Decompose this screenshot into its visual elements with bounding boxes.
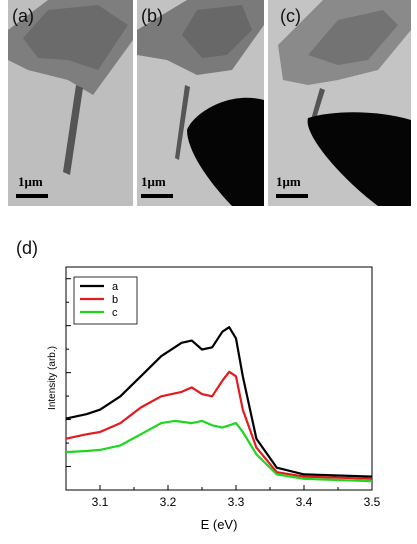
x-tick-label: 3.5 bbox=[364, 495, 381, 509]
micrograph-panel-a: (a) 1μm bbox=[8, 0, 133, 206]
y-axis-label: Intensity (arb.) bbox=[47, 346, 58, 410]
axis-ticks: 3.1 3.2 3.3 3.4 3.5 bbox=[65, 278, 381, 509]
legend-box bbox=[73, 276, 138, 325]
legend-label-c: c bbox=[112, 307, 118, 319]
legend-label-a: a bbox=[112, 281, 119, 293]
panel-label-a: (a) bbox=[12, 6, 34, 26]
micrograph-c-image bbox=[268, 0, 411, 206]
x-tick-label: 3.2 bbox=[160, 495, 177, 509]
x-axis-label: E (eV) bbox=[201, 517, 238, 532]
scale-bar-b bbox=[141, 194, 173, 198]
scale-label-a: 1μm bbox=[18, 174, 43, 189]
legend: abc bbox=[73, 276, 138, 325]
micrograph-a-image bbox=[8, 0, 133, 206]
plot-frame bbox=[65, 266, 373, 491]
micrograph-panel-b: (b) 1μm bbox=[137, 0, 264, 206]
legend-label-b: b bbox=[112, 294, 118, 306]
scale-label-c: 1μm bbox=[276, 174, 301, 189]
scale-bar-c bbox=[276, 194, 308, 198]
panel-label-d: (d) bbox=[16, 238, 38, 258]
scale-bar-a bbox=[16, 194, 48, 198]
x-tick-label: 3.3 bbox=[228, 495, 245, 509]
series-lines bbox=[65, 326, 373, 483]
x-tick-label: 3.4 bbox=[296, 495, 313, 509]
scale-label-b: 1μm bbox=[141, 174, 166, 189]
panel-label-b: (b) bbox=[141, 6, 163, 26]
series-line-c bbox=[65, 419, 373, 483]
spectrum-chart: 3.1 3.2 3.3 3.4 3.5 abc E (eV) Intensity (ar… bbox=[47, 266, 381, 532]
micrograph-b-image bbox=[137, 0, 264, 206]
series-line-a bbox=[65, 326, 373, 478]
panel-label-c: (c) bbox=[280, 6, 301, 26]
series-line-b bbox=[65, 370, 373, 480]
micrograph-panel-c: (c) 1μm bbox=[268, 0, 411, 206]
x-tick-label: 3.1 bbox=[92, 495, 109, 509]
